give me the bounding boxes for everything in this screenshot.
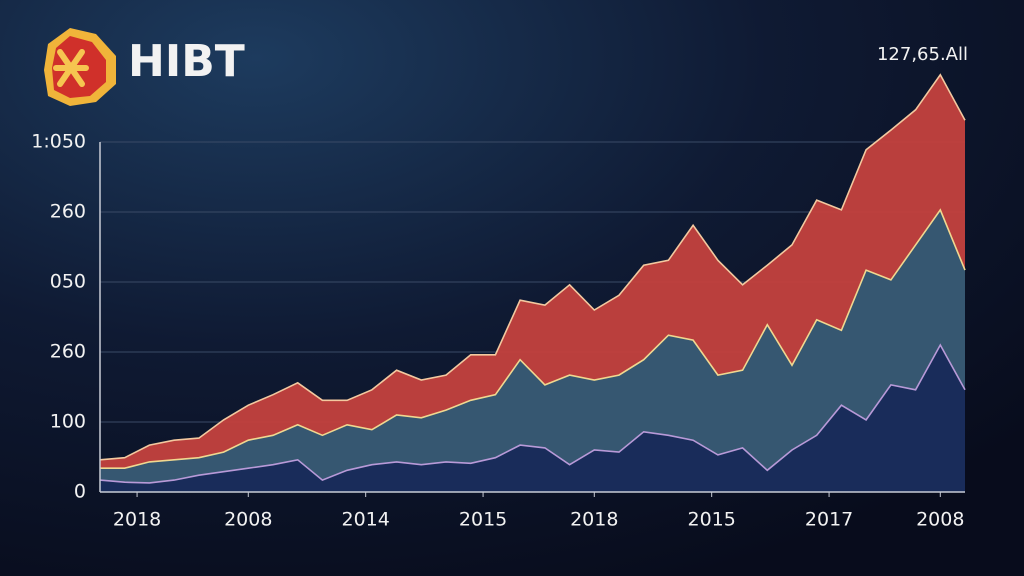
x-tick-label: 2015	[687, 509, 735, 531]
y-tick-label: 050	[50, 271, 86, 293]
x-tick-label: 2017	[805, 509, 853, 531]
y-tick-label: 0	[74, 481, 86, 503]
y-tick-label: 1:050	[31, 131, 86, 153]
x-tick-label: 2014	[341, 509, 389, 531]
x-tick-label: 2008	[916, 509, 964, 531]
logo-emblem	[53, 49, 89, 87]
brand-name: HIBT	[128, 36, 245, 87]
x-tick-label: 2018	[113, 509, 161, 531]
logo	[44, 28, 116, 106]
y-tick-label: 260	[50, 201, 86, 223]
annotation: 127,65.All	[877, 44, 968, 65]
area	[100, 345, 965, 492]
area	[100, 209, 965, 492]
x-tick-label: 2015	[459, 509, 507, 531]
x-tick-label: 2018	[570, 509, 618, 531]
area-line	[99, 73, 966, 461]
y-tick-label: 260	[50, 341, 86, 363]
y-tick-label: 100	[50, 411, 86, 433]
x-tick-label: 2008	[224, 509, 272, 531]
area-line	[99, 343, 966, 484]
plot-area: 0 100 260 050 260 1:050 2018 2008 2014 2015 2018 20…	[31, 73, 966, 531]
area-line	[100, 208, 966, 469]
